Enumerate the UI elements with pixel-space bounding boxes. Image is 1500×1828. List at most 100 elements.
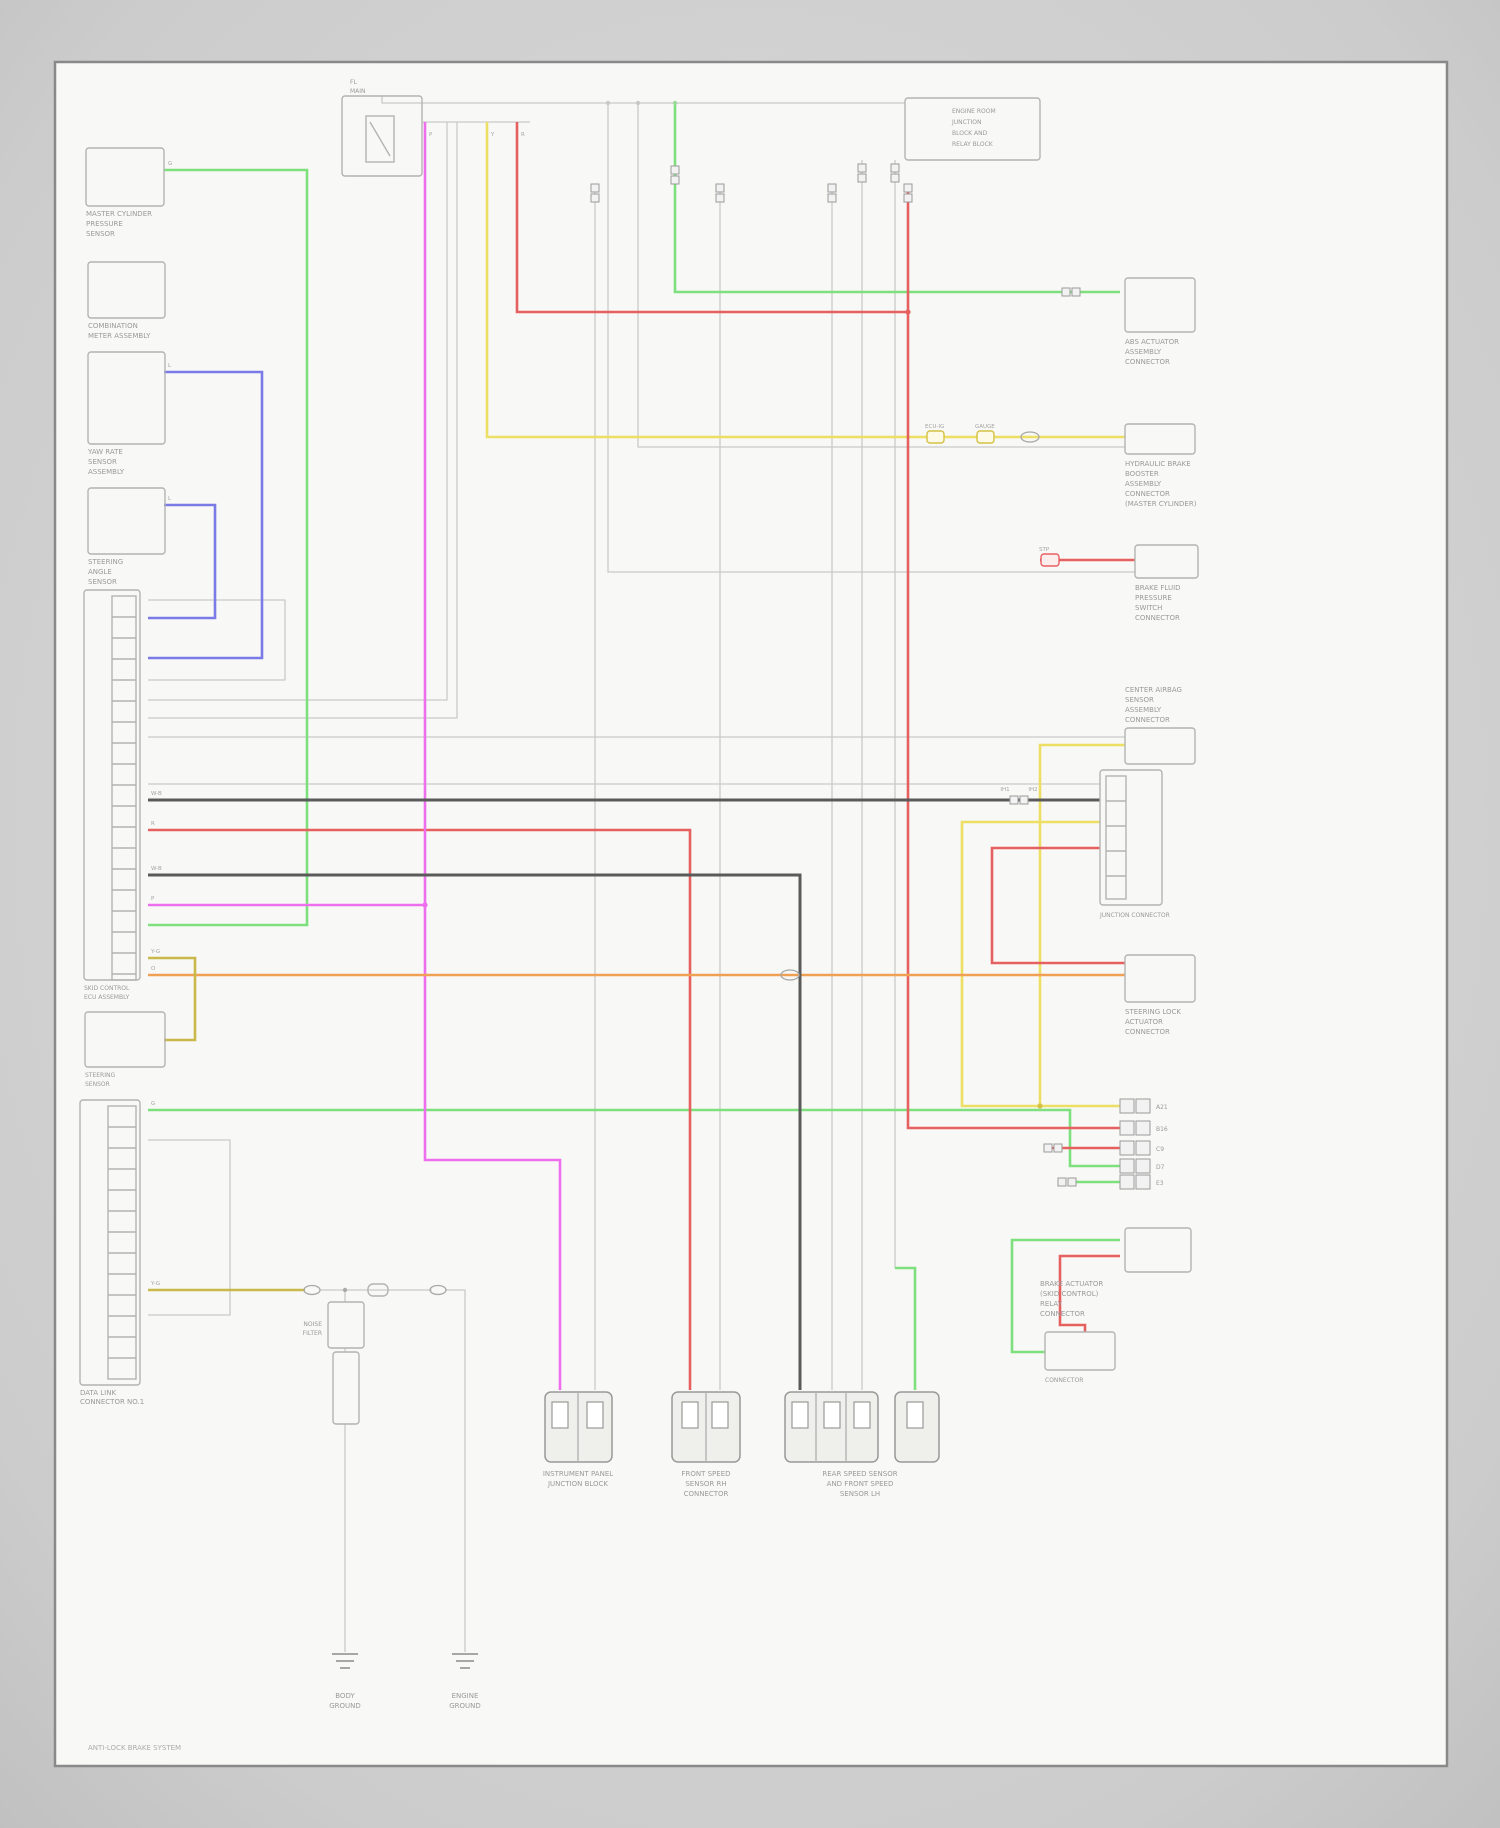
abs-actuator-box [1124, 277, 1196, 333]
component-label: COMBINATION [88, 322, 138, 330]
wire-gray-loop3 [607, 103, 1135, 573]
component-label: CONNECTOR [1135, 614, 1180, 622]
component-label: SENSOR [88, 578, 117, 586]
component-label: PRESSURE [1135, 594, 1172, 602]
connector-row-label: B16 [1156, 1126, 1168, 1133]
wire-code: L [168, 363, 172, 369]
wire-code: Y [490, 132, 495, 138]
bottom-connector-label: CONNECTOR [684, 1490, 729, 1498]
wire-green-dlc [148, 1108, 1120, 1168]
wire-code: W-B [151, 866, 162, 872]
steering-sensor-box [84, 1011, 166, 1068]
component-label: SENSOR [88, 458, 117, 466]
noise-filter-label: FILTER [303, 1330, 322, 1337]
wire-green-speed [895, 1266, 917, 1390]
noise-filter-label: NOISE [303, 1321, 322, 1328]
bottom-connector-label: JUNCTION BLOCK [547, 1480, 608, 1488]
colored-wires [148, 103, 1135, 1390]
yaw-rate-sensor-box [87, 351, 166, 445]
component-label: ECU ASSEMBLY [84, 994, 130, 1001]
component-label: CONNECTOR [1040, 1310, 1085, 1318]
junction-dots [342, 100, 1043, 1293]
component-label: SENSOR [1125, 696, 1154, 704]
component-label: YAW RATE [87, 448, 123, 456]
fuse-label: ECU-IG [925, 424, 944, 430]
component-label: ASSEMBLY [1125, 706, 1162, 714]
component-label: CONNECTOR [1125, 490, 1170, 498]
component-label: ANGLE [88, 568, 112, 576]
component-label: SKID CONTROL [84, 985, 130, 992]
component-label: ASSEMBLY [1125, 348, 1162, 356]
splice-yellow [1020, 431, 1040, 443]
junction-block-label: JUNCTION [951, 119, 981, 126]
component-label: CENTER AIRBAG [1125, 686, 1182, 694]
ground-symbols [332, 1653, 478, 1669]
wire-blue-yaw [148, 370, 264, 660]
bottom-connector-label: SENSOR LH [840, 1490, 880, 1498]
inline-connector-glyphs [303, 163, 1081, 1296]
wire-red-feed [515, 122, 908, 314]
skid-control-ecu-ticks [112, 616, 136, 975]
top-center-label: MAIN [350, 88, 366, 95]
diagram-labels: FL MAIN ENGINE ROOM JUNCTION BLOCK AND R… [80, 79, 1197, 1752]
splice-orange [780, 969, 800, 981]
wire-blue-angle [148, 503, 217, 620]
component-label: DATA LINK [80, 1389, 116, 1397]
ground-symbol-1 [332, 1653, 358, 1669]
wire-code: R [521, 132, 525, 138]
component-label: BRAKE ACTUATOR [1040, 1280, 1103, 1288]
combination-meter-box [87, 261, 166, 319]
ground-label: ENGINE [452, 1692, 479, 1700]
wire-gray-loop4 [637, 103, 1125, 448]
wire-gray-loop6 [148, 1139, 231, 1316]
bottom-connector-label: INSTRUMENT PANEL [543, 1470, 613, 1478]
top-center-label: FL [350, 79, 357, 86]
component-label: STEERING [88, 558, 123, 566]
component-label: ACTUATOR [1125, 1018, 1163, 1026]
bottom-connector-label: SENSOR RH [685, 1480, 726, 1488]
wire-code: O [151, 966, 156, 972]
wire-gray-loop5 [148, 599, 286, 681]
fuse-stp [1040, 553, 1060, 567]
junction-block-label: RELAY BLOCK [952, 141, 994, 148]
wire-yellow-main [485, 122, 1125, 439]
splice-bl1 [303, 1284, 321, 1296]
relay-symbol [365, 115, 395, 163]
wire-dark-can2 [148, 873, 802, 1390]
wire-code: Y-G [150, 1281, 160, 1287]
junction-block-label: BLOCK AND [952, 130, 988, 137]
component-label: CONNECTOR NO.1 [80, 1398, 144, 1406]
wire-code: R [151, 821, 155, 827]
gray-wires [148, 96, 1135, 1652]
component-label: HYDRAULIC BRAKE [1125, 460, 1191, 468]
master-cylinder-sensor-box [85, 147, 165, 207]
noise-filter-box2 [332, 1351, 360, 1425]
splice-bl2 [429, 1284, 447, 1296]
component-label: CONNECTOR [1125, 716, 1170, 724]
fuse-label: STP [1039, 547, 1050, 553]
wire-magenta-main [423, 122, 562, 1390]
wire-code: G [151, 1101, 155, 1107]
bottom-connector-blocks [544, 1391, 940, 1463]
airbag-sensor-box [1124, 727, 1196, 765]
glyph-code-label: IH2 [1028, 787, 1037, 793]
component-label: RELAY [1040, 1300, 1063, 1308]
data-link-connector-ticks [108, 1126, 136, 1359]
component-label: PRESSURE [86, 220, 123, 228]
component-label: ASSEMBLY [88, 468, 125, 476]
wire-yellow-jc [960, 820, 1100, 1108]
component-label: MASTER CYLINDER [86, 210, 152, 218]
component-boxes [79, 95, 1199, 1425]
wire-red-relay [1058, 1254, 1120, 1332]
junction-connector-pins [1105, 775, 1127, 900]
component-label: ASSEMBLY [1125, 480, 1162, 488]
wire-gray-loop2 [148, 122, 458, 719]
data-link-connector-pins [107, 1105, 137, 1380]
ground-label: BODY [335, 1692, 355, 1700]
wire-olive-loop [148, 956, 197, 1042]
component-label: CONNECTOR [1125, 1028, 1170, 1036]
steering-angle-sensor-box [87, 487, 166, 555]
relay-contact-line [369, 121, 391, 157]
